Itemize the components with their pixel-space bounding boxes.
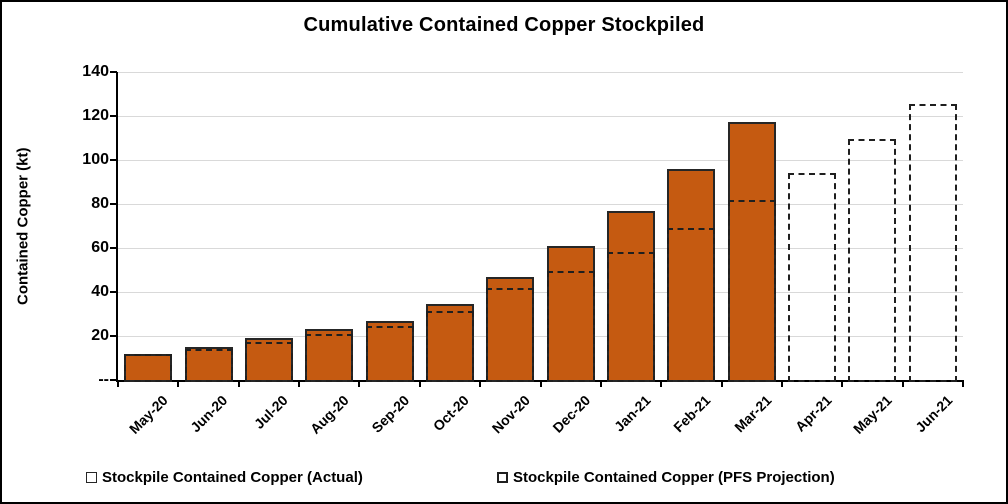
legend-label-pfs: Stockpile Contained Copper (PFS Projecti…: [513, 469, 835, 486]
y-tick-120: [110, 115, 117, 117]
x-label-Jul-20: Jul-20: [251, 392, 292, 432]
x-tick-14: [962, 382, 964, 387]
gridline-120: [118, 116, 963, 117]
chart-title: Cumulative Contained Copper Stockpiled: [303, 14, 705, 36]
x-label-Apr-21: Apr-21: [791, 392, 835, 435]
bar-projection-Sep-20: [365, 326, 414, 382]
legend-swatch-actual-icon: [86, 472, 97, 483]
bar-projection-Jun-20: [184, 349, 233, 382]
x-label-Feb-21: Feb-21: [670, 392, 714, 436]
x-label-Mar-21: Mar-21: [730, 392, 775, 436]
y-tick-100: [110, 159, 117, 161]
y-tick-label-80: 80: [91, 195, 109, 212]
x-label-Jun-20: Jun-20: [187, 392, 231, 436]
bar-projection-Feb-21: [667, 228, 716, 382]
x-label-Aug-20: Aug-20: [306, 392, 352, 437]
y-tick-label-140: 140: [82, 63, 109, 80]
x-label-Nov-20: Nov-20: [488, 392, 533, 437]
gridline-20: [118, 336, 963, 337]
x-tick-6: [479, 382, 482, 387]
x-label-Sep-20: Sep-20: [368, 392, 412, 436]
x-tick-7: [539, 382, 542, 387]
bar-projection-Mar-21: [727, 199, 776, 382]
gridline-60: [118, 248, 963, 249]
gridline-80: [118, 204, 963, 205]
bar-projection-Jan-21: [607, 252, 656, 382]
y-tick-label-0: --: [98, 371, 109, 388]
bar-projection-May-21: [848, 139, 897, 382]
bar-projection-Aug-20: [305, 333, 354, 382]
x-tick-9: [660, 382, 663, 387]
y-tick-60: [110, 247, 117, 249]
x-label-Jun-21: Jun-21: [911, 392, 956, 436]
bar-projection-Dec-20: [546, 271, 595, 382]
x-label-Oct-20: Oct-20: [430, 392, 473, 435]
bar-projection-Jun-21: [908, 103, 957, 382]
y-tick-label-40: 40: [91, 283, 109, 300]
x-tick-1: [177, 382, 180, 387]
legend-label-actual: Stockpile Contained Copper (Actual): [102, 469, 363, 486]
x-tick-2: [237, 382, 240, 387]
y-tick-label-60: 60: [91, 239, 109, 256]
bar-projection-Oct-20: [425, 310, 474, 382]
legend: Stockpile Contained Copper (Actual) Stoc…: [2, 465, 1006, 491]
x-label-Dec-20: Dec-20: [549, 392, 594, 436]
x-tick-5: [418, 382, 421, 387]
y-tick-label-20: 20: [91, 327, 109, 344]
bar-actual-Feb-21: [667, 168, 716, 382]
bar-projection-May-20: [124, 353, 173, 382]
x-tick-8: [599, 382, 602, 387]
x-tick-0: [117, 382, 119, 387]
legend-swatch-pfs-icon: [497, 472, 508, 483]
y-tick-140: [110, 71, 117, 73]
x-tick-4: [358, 382, 361, 387]
y-tick-0: [110, 379, 117, 381]
x-tick-13: [901, 382, 904, 387]
x-label-May-21: May-21: [849, 392, 895, 437]
x-tick-11: [780, 382, 783, 387]
gridline-40: [118, 292, 963, 293]
legend-item-pfs: Stockpile Contained Copper (PFS Projecti…: [497, 469, 835, 486]
y-tick-80: [110, 203, 117, 205]
y-tick-20: [110, 335, 117, 337]
x-tick-12: [841, 382, 844, 387]
legend-item-actual: Stockpile Contained Copper (Actual): [86, 469, 363, 486]
gridline-100: [118, 160, 963, 161]
y-tick-40: [110, 291, 117, 293]
gridline-140: [118, 72, 963, 73]
x-label-Jan-21: Jan-21: [610, 392, 654, 435]
bar-projection-Apr-21: [788, 173, 837, 382]
x-tick-10: [720, 382, 723, 387]
x-axis-line: [116, 380, 964, 382]
bar-projection-Jul-20: [244, 341, 293, 382]
y-tick-label-100: 100: [82, 151, 109, 168]
y-axis-line: [116, 72, 118, 382]
x-label-May-20: May-20: [125, 392, 171, 437]
x-tick-3: [298, 382, 301, 387]
y-tick-label-120: 120: [82, 107, 109, 124]
bar-projection-Nov-20: [486, 287, 535, 382]
